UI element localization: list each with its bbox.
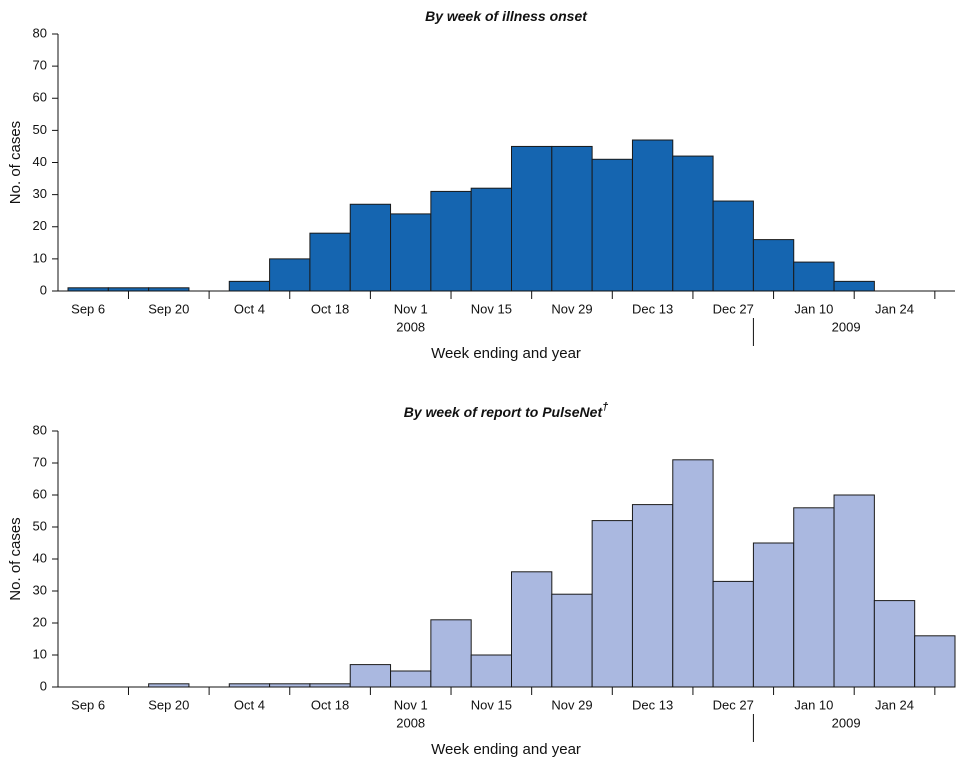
y-tick-label: 80	[33, 422, 47, 437]
y-tick-label: 20	[33, 614, 47, 629]
x-tick-label: Nov 29	[551, 697, 592, 712]
x-tick-label: Sep 6	[71, 301, 105, 316]
y-axis-label: No. of cases	[7, 517, 24, 600]
y-tick-label: 10	[33, 646, 47, 661]
chart-title-text: By week of illness onset	[425, 8, 588, 24]
bar	[591, 158, 633, 292]
x-tick-label: Jan 10	[794, 697, 833, 712]
bar	[390, 213, 432, 292]
y-tick-label: 50	[33, 518, 47, 533]
bar	[591, 520, 633, 688]
x-axis-label: Week ending and year	[431, 345, 581, 362]
x-tick-label: Nov 1	[394, 697, 428, 712]
x-tick-label: Sep 6	[71, 697, 105, 712]
x-tick-label: Oct 4	[234, 697, 265, 712]
y-tick-label: 70	[33, 58, 47, 73]
bar	[228, 280, 271, 292]
y-tick-label: 20	[33, 218, 47, 233]
bar	[752, 542, 795, 688]
year-label: 2008	[396, 715, 425, 730]
y-tick-label: 80	[33, 25, 47, 40]
chart-title: By week of report to PulseNet†	[404, 401, 609, 420]
year-label: 2008	[396, 319, 425, 334]
y-tick-label: 40	[33, 550, 47, 565]
bar	[873, 600, 916, 688]
x-tick-label: Oct 18	[311, 697, 349, 712]
bar	[712, 200, 754, 292]
y-tick-label: 0	[40, 678, 47, 693]
bar	[551, 145, 593, 292]
x-tick-label: Dec 27	[713, 301, 754, 316]
bar	[309, 232, 351, 292]
year-label: 2009	[832, 319, 861, 334]
y-tick-label: 70	[33, 454, 47, 469]
x-tick-label: Dec 27	[713, 697, 754, 712]
x-tick-label: Jan 24	[875, 301, 914, 316]
x-tick-label: Oct 18	[311, 301, 349, 316]
bar	[672, 459, 714, 688]
bar	[511, 145, 553, 292]
x-tick-label: Nov 15	[471, 301, 512, 316]
x-tick-label: Sep 20	[148, 301, 189, 316]
x-tick-label: Oct 4	[234, 301, 265, 316]
y-tick-label: 50	[33, 122, 47, 137]
x-axis-label: Week ending and year	[431, 741, 581, 758]
x-tick-label: Jan 24	[875, 697, 914, 712]
bar	[349, 664, 392, 688]
chart-title: By week of illness onset	[425, 8, 588, 24]
y-tick-label: 60	[33, 90, 47, 105]
y-tick-label: 40	[33, 154, 47, 169]
bar	[672, 155, 714, 292]
bar	[631, 504, 674, 688]
title-mark: †	[602, 401, 608, 413]
x-tick-label: Dec 13	[632, 697, 673, 712]
y-axis-label: No. of cases	[7, 121, 24, 204]
bar	[269, 258, 311, 292]
x-tick-label: Nov 1	[394, 301, 428, 316]
bar	[631, 139, 674, 292]
y-tick-label: 30	[33, 582, 47, 597]
bar	[793, 507, 835, 688]
x-tick-label: Jan 10	[794, 301, 833, 316]
bar	[793, 261, 835, 292]
bar	[470, 187, 513, 292]
bar	[551, 593, 593, 688]
x-tick-label: Dec 13	[632, 301, 673, 316]
bar	[752, 239, 795, 292]
year-label: 2009	[832, 715, 861, 730]
bar	[430, 190, 472, 292]
y-tick-label: 0	[40, 282, 47, 297]
bar	[712, 580, 754, 688]
bar	[833, 494, 875, 688]
y-tick-label: 30	[33, 186, 47, 201]
bar	[390, 670, 432, 688]
y-tick-label: 60	[33, 486, 47, 501]
bar	[833, 280, 875, 292]
bar	[511, 571, 553, 688]
chart-title-text: By week of report to PulseNet	[404, 404, 604, 420]
x-tick-label: Sep 20	[148, 697, 189, 712]
x-tick-label: Nov 29	[551, 301, 592, 316]
x-tick-label: Nov 15	[471, 697, 512, 712]
bar	[349, 203, 392, 292]
bar	[430, 619, 472, 688]
bar	[470, 654, 513, 688]
bar	[914, 635, 956, 688]
y-tick-label: 10	[33, 250, 47, 265]
